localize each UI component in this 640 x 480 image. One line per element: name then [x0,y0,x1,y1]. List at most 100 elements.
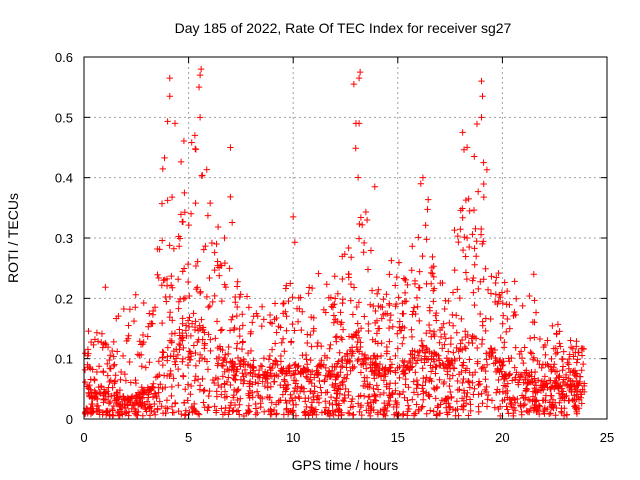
data-point [423,329,430,337]
data-point [556,374,563,381]
data-point [532,387,539,395]
data-point [479,240,486,248]
data-point [199,375,206,383]
data-point [463,365,471,372]
data-point [573,338,580,345]
data-point [520,394,527,402]
data-point [104,360,111,368]
data-point [100,392,107,399]
data-point [303,366,311,373]
data-point [153,393,160,400]
data-point [362,208,370,216]
data-point [245,408,253,415]
data-point [179,315,186,322]
data-point [218,361,226,369]
data-point [180,399,188,406]
data-point [241,366,249,374]
data-point [563,411,571,418]
data-point [113,389,120,396]
data-point [287,280,294,287]
data-point [138,363,146,370]
data-point [328,371,336,379]
data-point [150,380,157,387]
data-point [488,345,495,352]
data-point [402,276,409,284]
data-point [219,346,226,354]
data-point [570,382,578,390]
data-point [278,339,285,346]
data-point [106,412,114,419]
data-point [517,348,525,355]
data-point [221,381,228,388]
data-point [558,409,566,417]
data-point [388,361,396,368]
data-point [383,348,391,355]
data-point [255,392,262,399]
data-point [108,405,116,413]
data-point [171,120,179,127]
data-point [364,266,372,273]
data-point [237,376,245,383]
data-point [211,266,218,274]
data-point [290,213,297,221]
data-point [538,364,545,372]
data-point [532,382,540,389]
y-tick-label: 0.6 [55,50,73,65]
data-point [427,280,435,287]
data-point [480,193,488,201]
data-point [561,397,568,404]
data-point [411,280,419,288]
data-point [359,357,367,365]
data-point [227,193,234,201]
data-point [398,327,405,334]
data-point [579,360,587,368]
data-point [234,278,241,285]
data-point [296,305,303,312]
data-point [361,382,369,390]
data-point [231,401,239,409]
data-point [143,398,151,405]
data-point [530,271,537,278]
data-point [364,354,372,362]
data-point [415,284,423,291]
data-point [433,317,440,324]
data-point [424,206,431,213]
data-point [290,388,298,395]
data-point [429,364,436,371]
data-point [187,350,195,357]
data-point [339,275,346,283]
data-point [414,303,421,310]
data-point [526,397,534,404]
data-point [226,407,233,414]
data-point [192,318,199,325]
x-tick-label: 25 [600,430,614,445]
data-point [393,403,400,411]
data-point [547,363,555,371]
data-point [419,343,427,350]
data-point [137,403,145,410]
data-point [132,291,139,298]
data-point [260,408,268,415]
data-point [453,344,460,352]
data-point [563,382,571,389]
data-point [172,355,180,362]
data-point [246,387,254,395]
data-point [213,407,220,414]
data-point [229,313,236,321]
data-point [271,316,278,323]
data-point [223,393,231,400]
data-point [245,402,253,409]
data-point [175,340,183,348]
data-point [511,308,518,316]
data-point [399,388,407,396]
data-point [456,355,463,362]
data-point [227,144,234,151]
data-point [119,393,127,400]
data-point [349,363,356,370]
data-point [466,384,474,391]
data-point [511,396,518,403]
data-point [354,400,362,407]
data-point [122,377,130,384]
data-point [344,371,351,378]
